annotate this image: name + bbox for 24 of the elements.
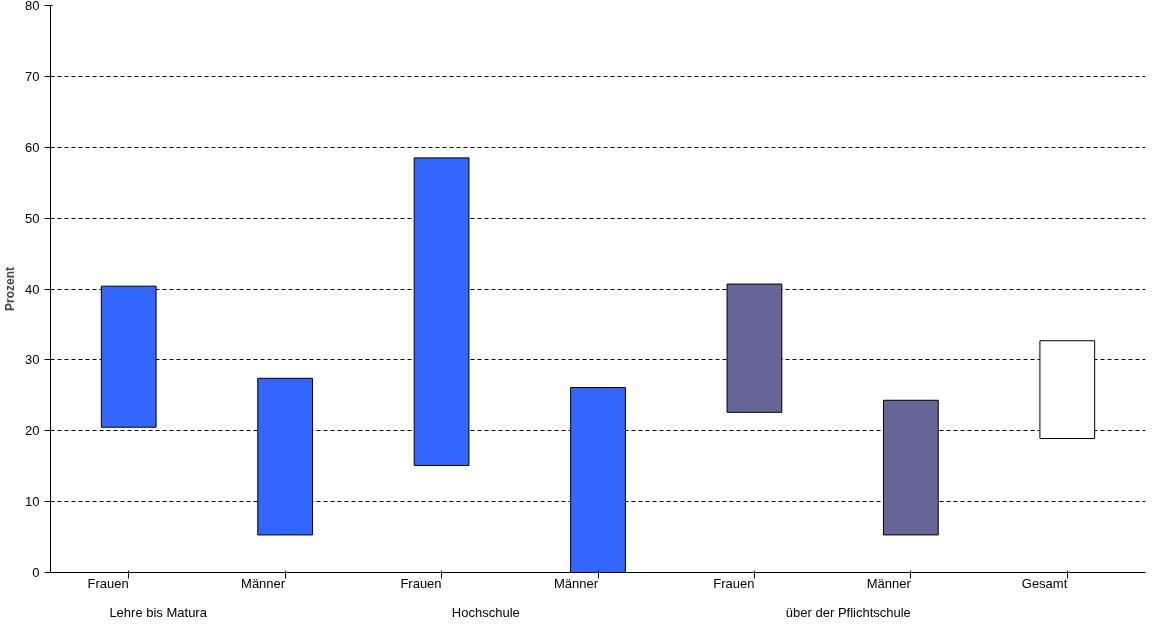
category-label: Männer [241, 576, 286, 591]
y-tick-label: 80 [25, 0, 40, 13]
category-label: Frauen [400, 576, 442, 591]
bar [413, 157, 470, 466]
y-tick-label: 70 [25, 68, 40, 84]
category-label: Frauen [713, 576, 755, 591]
bar [1039, 340, 1096, 440]
category-label: Hochschule [451, 605, 520, 620]
category-label: Lehre bis Matura [109, 605, 207, 620]
category-label: Männer [553, 576, 598, 591]
y-tick-label: 40 [25, 281, 40, 297]
bar [100, 285, 157, 428]
category-label: Gesamt [1021, 576, 1068, 591]
y-tick-label: 50 [25, 210, 40, 226]
category-label: Männer [866, 576, 911, 591]
y-axis-title: Prozent [3, 266, 18, 311]
y-tick-label: 10 [25, 494, 40, 510]
y-tick-label: 60 [25, 139, 40, 155]
bar [726, 283, 783, 413]
category-label: Frauen [87, 576, 129, 591]
y-tick-label: 0 [32, 565, 40, 580]
category-label: über der Pflichtschule [785, 605, 911, 620]
y-tick-label: 30 [25, 352, 40, 368]
y-tick-label: 20 [25, 423, 40, 439]
